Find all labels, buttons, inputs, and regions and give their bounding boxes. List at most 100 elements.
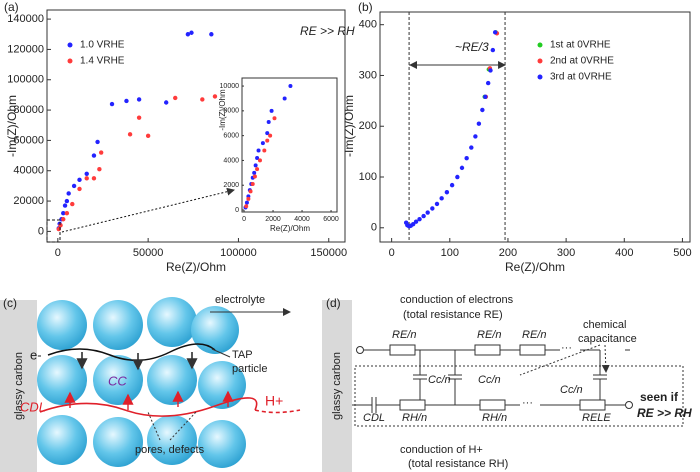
zoom-box xyxy=(46,219,61,243)
point xyxy=(173,95,178,101)
rh-label: RH/n xyxy=(402,412,427,424)
chem-label: capacitance xyxy=(578,333,637,345)
point xyxy=(485,80,491,86)
y-tick-label: 2000 xyxy=(223,182,239,189)
legend-marker xyxy=(537,74,543,80)
particle-label: particle xyxy=(232,363,267,375)
x-axis-title: Re(Z)/Ohm xyxy=(505,260,565,274)
x-tick-label: 200 xyxy=(499,247,517,259)
ellipsis: ··· xyxy=(522,397,533,409)
substrate-label: glassy carbon xyxy=(13,352,25,420)
bottom-label: conduction of H+ xyxy=(400,444,483,456)
point xyxy=(244,200,249,205)
legend-label: 1.4 VRHE xyxy=(80,56,125,67)
legend-marker xyxy=(67,42,73,48)
point xyxy=(84,176,89,181)
plot-area xyxy=(241,77,338,213)
panel-label: (a) xyxy=(4,0,19,14)
ellipsis: ··· xyxy=(561,342,572,354)
point xyxy=(124,98,129,104)
proton-path xyxy=(39,397,258,417)
point xyxy=(255,155,260,160)
point xyxy=(77,177,82,183)
particle-label: TAP xyxy=(232,349,253,361)
legend-marker xyxy=(537,42,543,48)
rele-label: RELE xyxy=(582,412,611,424)
proton-arrows xyxy=(64,390,234,410)
x-tick-label: 150000 xyxy=(310,247,347,259)
point xyxy=(98,150,104,155)
point xyxy=(77,186,82,192)
x-tick-label: 0 xyxy=(55,247,61,259)
point xyxy=(127,132,133,137)
point xyxy=(64,210,70,216)
point xyxy=(91,176,97,181)
particles xyxy=(37,297,246,468)
point xyxy=(253,163,258,168)
cc-label: Cc/n xyxy=(478,374,501,386)
point xyxy=(268,133,273,138)
cc-label: Cc/n xyxy=(560,384,583,396)
electron-arrows xyxy=(76,352,198,371)
charts: 0 50000 100000 1500000200004000060000800001… xyxy=(4,0,692,274)
point xyxy=(469,145,474,150)
point xyxy=(95,139,100,145)
point xyxy=(413,219,419,224)
point xyxy=(490,47,496,53)
cdl-label: CDL xyxy=(363,412,385,424)
x-tick-label: 6000 xyxy=(323,216,339,223)
point xyxy=(136,97,142,102)
point xyxy=(269,108,274,113)
point xyxy=(449,182,455,188)
re-label: RE/n xyxy=(477,329,501,341)
re-label: RE/n xyxy=(392,329,416,341)
seen-label: seen if xyxy=(640,390,679,404)
proton-label: H+ xyxy=(265,393,283,409)
legend-label: 2nd at 0VRHE xyxy=(550,56,614,67)
point xyxy=(476,121,482,126)
panel-label: (c) xyxy=(3,296,17,310)
y-tick-label: 200 xyxy=(359,120,377,132)
x-tick-label: 50000 xyxy=(133,247,164,259)
substrate-label: glassy carbon xyxy=(331,352,343,420)
y-tick-label: 40000 xyxy=(13,165,44,177)
point xyxy=(252,174,257,179)
cc-label: CC xyxy=(108,373,127,388)
x-tick-label: 100 xyxy=(441,247,459,259)
top-label: (total resistance RE) xyxy=(403,309,503,321)
point xyxy=(483,94,488,99)
bottom-label: (total resistance RH) xyxy=(408,458,508,470)
y-tick-label: 120000 xyxy=(7,43,44,55)
x-tick-label: 100000 xyxy=(220,247,257,259)
seen-label: RE >> RH xyxy=(637,406,692,420)
y-tick-label: 300 xyxy=(359,69,377,81)
y-tick-label: 0 xyxy=(38,225,44,237)
x-tick-label: 0 xyxy=(242,216,246,223)
zoom-arrow xyxy=(61,187,235,233)
point xyxy=(266,120,271,125)
dashed-box xyxy=(354,365,684,427)
annotation: ~RE/3 xyxy=(455,40,489,54)
y-axis-title: -Im(Z)/Ohm xyxy=(5,95,19,157)
electrolyte-label: electrolyte xyxy=(215,294,265,306)
point xyxy=(272,116,277,121)
point xyxy=(212,94,218,99)
panel-d: glassy carbon (d) conduction of electron… xyxy=(322,294,692,472)
point xyxy=(200,97,205,102)
proton-path-dashed xyxy=(254,409,301,414)
point xyxy=(265,131,270,136)
point xyxy=(421,213,426,219)
point xyxy=(455,174,460,180)
point xyxy=(61,210,66,216)
y-tick-label: 80000 xyxy=(13,104,44,116)
x-tick-label: 400 xyxy=(615,247,633,259)
point xyxy=(282,96,287,101)
x-tick-label: 500 xyxy=(673,247,691,259)
point xyxy=(425,210,430,215)
point xyxy=(439,196,444,201)
point xyxy=(70,201,75,207)
point xyxy=(444,190,450,195)
point xyxy=(246,196,251,201)
point xyxy=(434,201,440,207)
